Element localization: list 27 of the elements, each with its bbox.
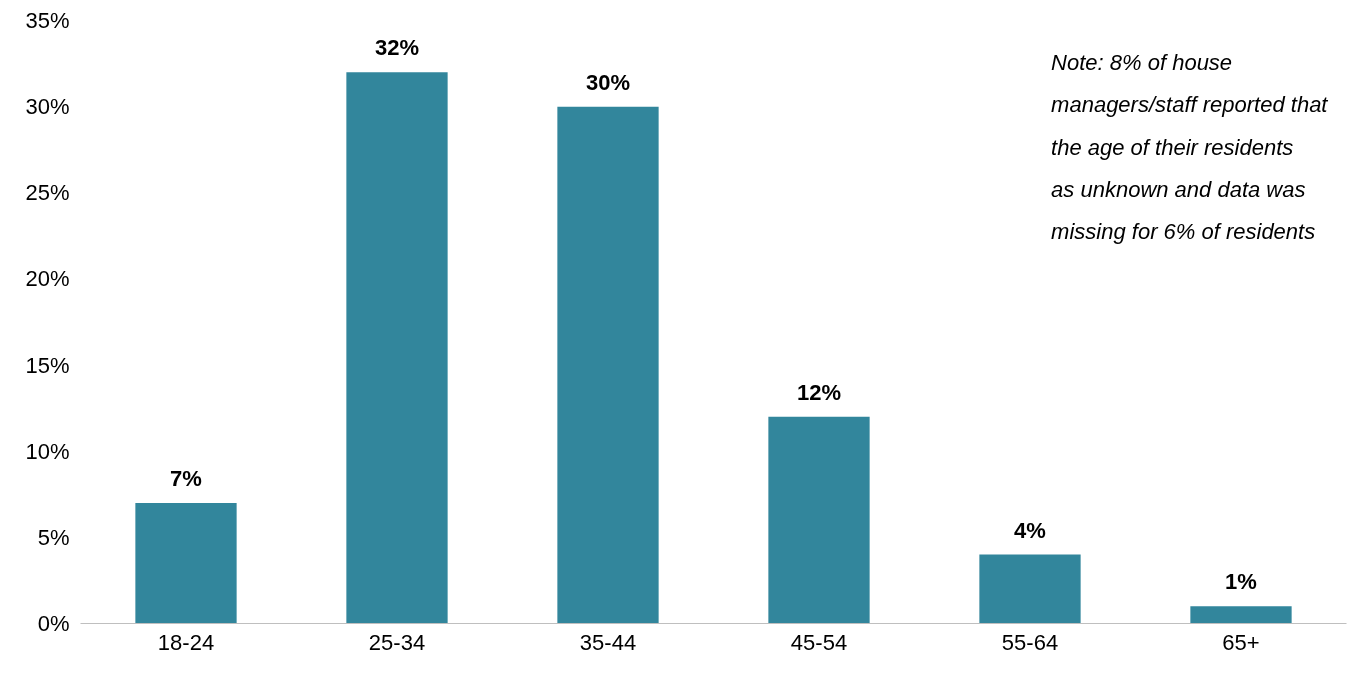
bar [557, 106, 659, 624]
data-label: 4% [1014, 517, 1046, 543]
y-tick-label: 30% [25, 94, 70, 120]
y-tick-label: 35% [25, 8, 70, 33]
bar [346, 72, 448, 624]
data-label: 1% [1225, 569, 1257, 595]
y-tick-label: 15% [25, 352, 70, 378]
y-tick-label: 0% [37, 611, 70, 636]
data-label: 7% [170, 465, 202, 491]
x-tick-label: 65+ [1222, 629, 1260, 655]
bar [768, 416, 870, 624]
y-tick-label: 20% [25, 266, 70, 292]
y-tick-label: 5% [37, 524, 70, 550]
x-tick-label: 25-34 [368, 629, 426, 655]
y-tick-label: 10% [25, 438, 70, 464]
x-tick-label: 18-24 [157, 629, 215, 655]
annotation: Note: 8% of house managers/staff reported that the age of their residents as unknown and data was missing for 6% of residents [1051, 50, 1329, 245]
bar [135, 502, 237, 624]
data-label: 30% [585, 69, 631, 95]
data-label: 12% [796, 379, 842, 405]
bar [979, 554, 1081, 624]
x-tick-label: 35-44 [579, 629, 637, 655]
x-tick-label: 55-64 [1001, 629, 1059, 655]
bar [1190, 606, 1292, 624]
data-label: 32% [374, 35, 420, 61]
x-tick-label: 45-54 [790, 629, 848, 655]
y-tick-label: 25% [25, 180, 70, 206]
